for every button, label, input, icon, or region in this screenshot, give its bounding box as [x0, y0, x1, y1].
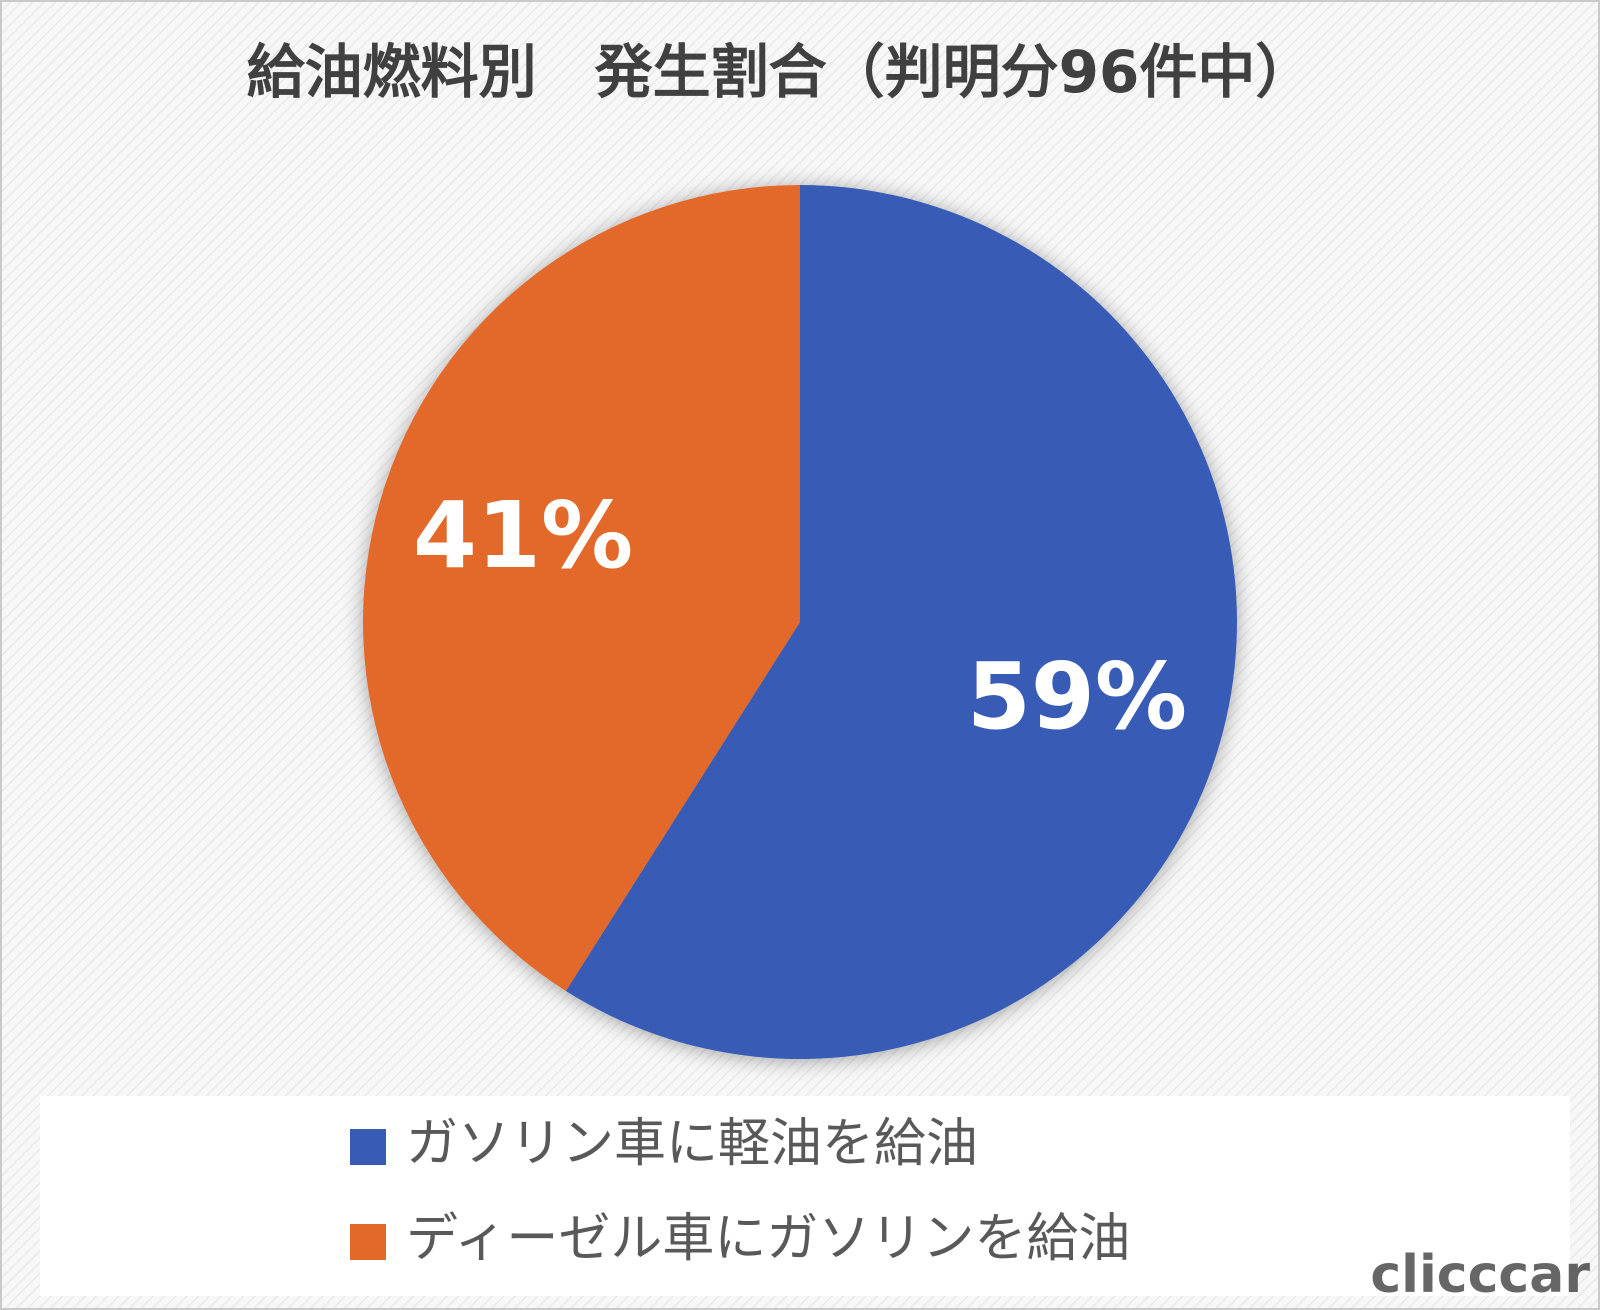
- legend-label: ガソリン車に軽油を給油: [406, 1114, 978, 1174]
- legend-swatch: [350, 1129, 386, 1165]
- chart-title: 給油燃料別 発生割合（判明分96件中）: [247, 38, 1314, 106]
- data-label: 41%: [413, 482, 633, 589]
- legend-swatch: [350, 1224, 386, 1260]
- data-label: 59%: [967, 643, 1187, 750]
- pie-slice: [565, 185, 1237, 1059]
- legend-label: ディーゼル車にガソリンを給油: [406, 1209, 1130, 1269]
- legend-box: [40, 1096, 1570, 1296]
- watermark: clicccar: [1370, 1245, 1590, 1305]
- pie-slice: [363, 185, 800, 991]
- pie: [363, 185, 1237, 1059]
- data-labels: 59% 41%: [413, 482, 1187, 750]
